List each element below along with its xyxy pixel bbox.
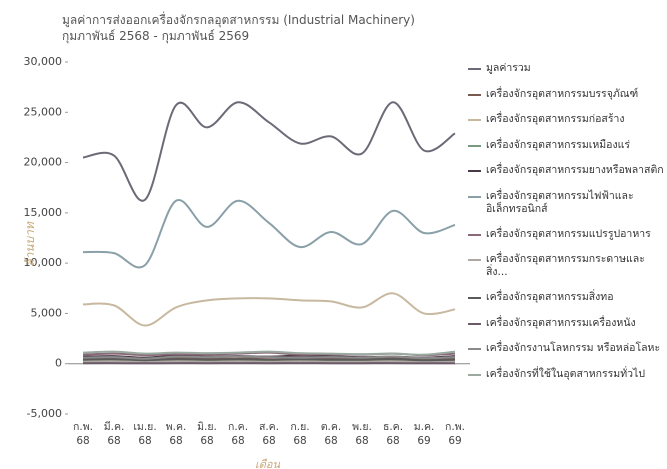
series-line (82, 360, 456, 363)
legend-entry: เครื่องจักรอุตสาหกรรมแปรรูปอาหาร (468, 228, 664, 241)
y-tick-label: 25,000 (24, 105, 63, 118)
legend-swatch (468, 119, 481, 121)
legend-entry: เครื่องจักรอุตสาหกรรมยางหรือพลาสติก (468, 164, 664, 177)
legend-swatch (468, 259, 481, 261)
series-line (82, 350, 456, 356)
series-line (82, 292, 456, 327)
legend-entry: เครื่องจักรอุตสาหกรรมสิ่งทอ (468, 291, 664, 304)
x-tick-label: ธ.ค. 68 (382, 421, 404, 447)
legend-entry: เครื่องจักรอุตสาหกรรมเหมืองแร่ (468, 139, 664, 152)
y-tick-label: 15,000 (24, 206, 63, 219)
series-line (82, 101, 456, 202)
series-line (82, 355, 456, 360)
legend-entry: มูลค่ารวม (468, 62, 664, 75)
series-line (82, 358, 456, 362)
y-tick-label: 30,000 (24, 55, 63, 68)
y-tick-label: -5,000 (27, 407, 62, 420)
legend-swatch (468, 348, 481, 350)
legend-swatch (468, 233, 481, 236)
legend-swatch (468, 68, 481, 70)
x-tick-label: ก.พ. 68 (73, 421, 93, 447)
legend-swatch (468, 322, 481, 325)
x-tick-label: เม.ย. 68 (133, 421, 157, 447)
legend-entry: เครื่องจักรอุตสาหกรรมบรรจุภัณฑ์ (468, 88, 664, 101)
x-tick-label: พ.ค. 68 (165, 421, 187, 447)
x-tick-label: พ.ย. 68 (352, 421, 372, 447)
y-tick-label: 10,000 (24, 256, 63, 269)
legend-swatch (468, 373, 481, 376)
legend-entry: เครื่องจักรอุตสาหกรรมเครื่องหนัง (468, 317, 664, 330)
y-tick-label: 0 (55, 357, 62, 370)
legend-swatch (468, 144, 481, 147)
legend-swatch (468, 297, 481, 299)
x-tick-label: ต.ค. 68 (320, 421, 342, 447)
legend-entry: เครื่องจักรงานโลหกรรม หรือหล่อโลหะ (468, 342, 664, 355)
x-tick-label: มี.ค. 68 (103, 421, 125, 447)
x-tick-label: ส.ค. 68 (258, 421, 280, 447)
series-line (82, 199, 456, 269)
chart-title: มูลค่าการส่งออกเครื่องจักรกลอุตสาหกรรม (… (62, 13, 415, 43)
x-tick-label: ก.พ. 69 (445, 421, 465, 447)
legend-swatch (468, 93, 481, 96)
legend-entry: เครื่องจักรอุตสาหกรรมก่อสร้าง (468, 113, 664, 126)
x-tick-label: ก.ย. 68 (290, 421, 310, 447)
y-axis-label: ล้านบาท (22, 222, 37, 267)
legend-entry: เครื่องจักรที่ใช้ในอุตสาหกรรมทั่วไป (468, 368, 664, 381)
x-tick-label: มิ.ย. 68 (197, 421, 217, 447)
legend-swatch (468, 170, 481, 172)
legend-entry: เครื่องจักรอุตสาหกรรมไฟฟ้าและอิเล็กทรอนิ… (468, 190, 664, 216)
legend-swatch (468, 195, 481, 198)
x-tick-label: ก.ค. 68 (227, 421, 249, 447)
legend-entry: เครื่องจักรอุตสาหกรรมกระดาษและสิ่ง... (468, 253, 664, 279)
x-tick-label: ม.ค. 69 (413, 421, 435, 447)
y-tick-label: 20,000 (24, 156, 63, 169)
y-tick-label: 5,000 (31, 306, 63, 319)
x-axis-label: เดือน (255, 458, 281, 469)
